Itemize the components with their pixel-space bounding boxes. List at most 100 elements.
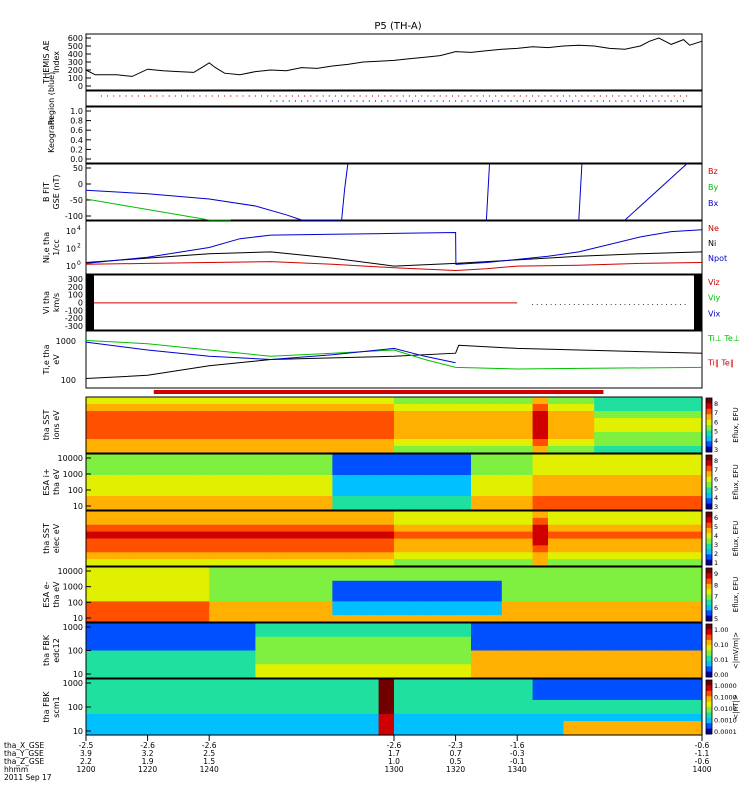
heatmap-cell [132, 728, 149, 736]
heatmap-cell [671, 461, 688, 469]
region-dot [301, 100, 303, 102]
region-dot [664, 100, 666, 102]
velocity-dot [610, 304, 612, 305]
heatmap-cell [409, 721, 426, 729]
heatmap-cell [101, 531, 118, 540]
tick-label: 10 [73, 502, 83, 511]
heatmap-cell [686, 587, 703, 596]
heatmap-cell [240, 397, 256, 405]
heatmap-cell [501, 686, 518, 694]
heatmap-cell [517, 411, 534, 419]
heatmap-cell [671, 643, 688, 652]
heatmap-cell [394, 489, 410, 497]
heatmap-cell [625, 573, 641, 582]
tick-label: 500 [68, 42, 83, 51]
heatmap-cell [209, 446, 226, 454]
heatmap-cell [501, 496, 518, 504]
heatmap-cell [686, 475, 703, 483]
heatmap-cell [594, 454, 611, 462]
heatmap-cell [501, 679, 518, 687]
heatmap-cell [471, 700, 487, 708]
heatmap-cell [132, 707, 149, 715]
heatmap-cell [440, 700, 457, 708]
region-dot [344, 100, 346, 102]
heatmap-cell [286, 517, 303, 526]
heatmap-cell [286, 545, 303, 553]
heatmap-cell [655, 461, 672, 469]
heatmap-cell [455, 608, 472, 616]
heatmap-cell [116, 643, 133, 652]
region-dot [100, 95, 102, 97]
heatmap-cell [193, 671, 210, 679]
heatmap-cell [517, 454, 534, 462]
heatmap-cell [409, 489, 426, 497]
heatmap-cell [563, 397, 580, 405]
heatmap-cell [471, 397, 487, 405]
heatmap-cell [332, 700, 349, 708]
heatmap-cell [163, 615, 179, 623]
heatmap-cell [132, 587, 149, 596]
heatmap-cell [394, 446, 410, 454]
heatmap-cell [240, 567, 256, 575]
region-dot [439, 95, 441, 97]
region-dot [661, 95, 663, 97]
heatmap-cell [301, 446, 318, 454]
heatmap-cell [347, 721, 364, 729]
heatmap-cell [501, 608, 518, 616]
heatmap-cell [640, 432, 657, 440]
heatmap-cell [548, 404, 564, 412]
region-dot [119, 95, 121, 97]
heatmap-cell [424, 418, 441, 426]
heatmap-cell [240, 531, 256, 540]
heatmap-cell [594, 657, 611, 665]
time-axis-value: 1.0 [388, 757, 400, 766]
heatmap-cell [163, 489, 179, 497]
heatmap-cell [655, 446, 672, 454]
heatmap-cell [255, 425, 272, 433]
heatmap-cell [132, 446, 149, 454]
heatmap-cell [363, 503, 380, 511]
heatmap-cell [455, 397, 472, 405]
heatmap-cell [578, 573, 595, 582]
heatmap-cell [517, 439, 534, 447]
heatmap-cell [347, 693, 364, 701]
heatmap-cell [209, 693, 226, 701]
heatmap-cell [625, 461, 641, 469]
heatmap-cell [424, 657, 441, 665]
heatmap-cell [440, 531, 457, 540]
colorbar-swatch [706, 446, 712, 453]
region-dot [482, 95, 484, 97]
heatmap-cell [255, 594, 272, 602]
tick-label: -100 [65, 306, 83, 315]
heatmap-cell [286, 538, 303, 546]
heatmap-cell [347, 511, 364, 519]
heatmap-cell [270, 721, 287, 729]
heatmap-cell [116, 397, 133, 405]
heatmap-cell [655, 728, 672, 736]
heatmap-cell [378, 524, 395, 533]
heatmap-cell [178, 524, 195, 533]
heatmap-cell [486, 418, 503, 426]
heatmap-cell [625, 623, 641, 631]
heatmap-cell [101, 664, 118, 672]
heatmap-cell [116, 721, 133, 729]
heatmap-cell [501, 700, 518, 708]
heatmap-cell [440, 664, 457, 672]
heatmap-cell [532, 482, 549, 490]
heatmap-cell [578, 489, 595, 497]
heatmap-cell [178, 679, 195, 687]
heatmap-cell [532, 671, 549, 679]
heatmap-cell [455, 693, 472, 701]
heatmap-cell [240, 573, 256, 582]
heatmap-cell [332, 721, 349, 729]
colorbar-label: 0.0010 [714, 717, 737, 725]
velocity-dot [619, 304, 621, 305]
colorbar: 1.000.100.010.00<|mV/m|> [705, 623, 740, 679]
heatmap-cell [471, 524, 487, 533]
heatmap-cell [409, 446, 426, 454]
heatmap-cell [317, 594, 333, 602]
heatmap-cell [86, 503, 102, 511]
heatmap-cell [116, 650, 133, 658]
